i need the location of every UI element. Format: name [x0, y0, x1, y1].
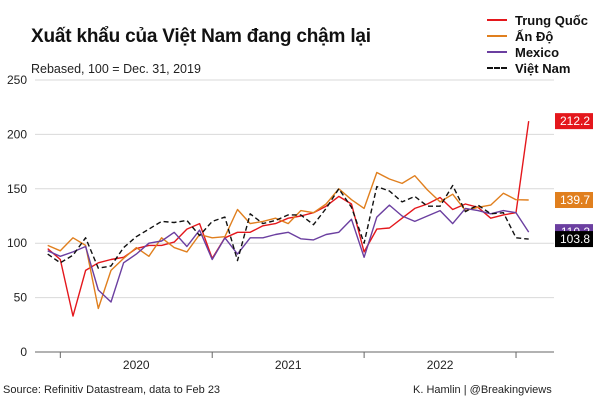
- source-note: Source: Refinitiv Datastream, data to Fe…: [3, 384, 221, 396]
- series-line-mexico: [47, 204, 530, 303]
- legend-swatch-trung-quoc: [487, 19, 507, 21]
- x-tick-label-2022: 2022: [427, 358, 454, 372]
- legend-swatch-mexico: [487, 51, 507, 53]
- legend-label-trung-quoc: Trung Quốc: [515, 12, 588, 28]
- legend-item-trung-quoc: Trung Quốc: [487, 12, 588, 28]
- end-label-box-trung-quoc: [555, 113, 593, 130]
- end-label-box-an-o: [555, 192, 593, 209]
- x-tick-label-2021: 2021: [275, 358, 302, 372]
- legend-label-mexico: Mexico: [515, 44, 560, 60]
- y-tick-label-150: 150: [7, 182, 27, 196]
- y-tick-label-100: 100: [7, 236, 27, 250]
- y-tick-label-200: 200: [7, 127, 27, 141]
- legend-swatch-an-do: [487, 35, 507, 37]
- y-tick-label-50: 50: [14, 291, 28, 305]
- y-tick-label-250: 250: [7, 73, 27, 87]
- y-tick-label-0: 0: [20, 345, 27, 359]
- legend-item-an-do: Ấn Độ: [487, 28, 588, 44]
- chart-title: Xuất khẩu của Việt Nam đang chậm lại: [31, 26, 371, 47]
- legend-item-viet-nam: Việt Nam: [487, 60, 588, 76]
- legend-item-mexico: Mexico: [487, 44, 588, 60]
- legend-label-an-do: Ấn Độ: [515, 28, 554, 44]
- end-label-an-o: 139.7: [560, 193, 590, 207]
- end-label-box-viet-nam: [555, 231, 593, 248]
- legend-swatch-viet-nam: [487, 67, 507, 69]
- series-line-an-o: [47, 171, 529, 310]
- end-label-viet-nam: 103.8: [560, 232, 590, 246]
- x-tick-label-2020: 2020: [123, 358, 150, 372]
- series-line-viet-nam: [47, 184, 529, 269]
- end-label-trung-quoc: 212.2: [560, 114, 590, 128]
- credit-note: K. Hamlin | @Breakingviews: [413, 384, 552, 396]
- chart-subtitle: Rebased, 100 = Dec. 31, 2019: [31, 62, 201, 76]
- legend: Trung Quốc Ấn Độ Mexico Việt Nam: [487, 12, 588, 76]
- legend-label-viet-nam: Việt Nam: [515, 60, 571, 76]
